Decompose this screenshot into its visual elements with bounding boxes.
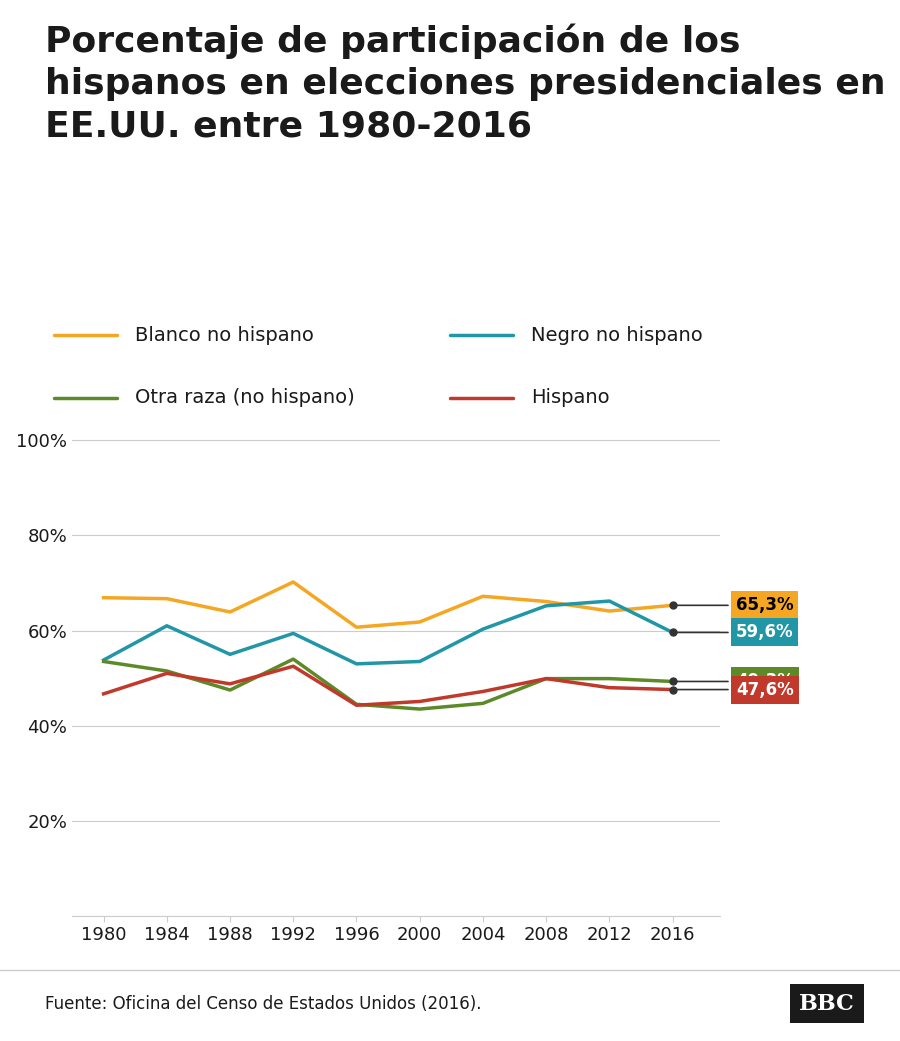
Text: BBC: BBC <box>799 992 855 1015</box>
Text: 47,6%: 47,6% <box>675 681 794 699</box>
Text: Hispano: Hispano <box>531 388 609 407</box>
Text: Negro no hispano: Negro no hispano <box>531 326 703 345</box>
Text: 49,3%: 49,3% <box>675 672 794 690</box>
Text: 65,3%: 65,3% <box>675 596 794 614</box>
Text: Fuente: Oficina del Censo de Estados Unidos (2016).: Fuente: Oficina del Censo de Estados Uni… <box>45 994 482 1013</box>
Text: Porcentaje de participación de los
hispanos en elecciones presidenciales en
EE.U: Porcentaje de participación de los hispa… <box>45 23 886 143</box>
Text: Otra raza (no hispano): Otra raza (no hispano) <box>135 388 355 407</box>
Text: Blanco no hispano: Blanco no hispano <box>135 326 314 345</box>
Text: 59,6%: 59,6% <box>675 624 794 641</box>
